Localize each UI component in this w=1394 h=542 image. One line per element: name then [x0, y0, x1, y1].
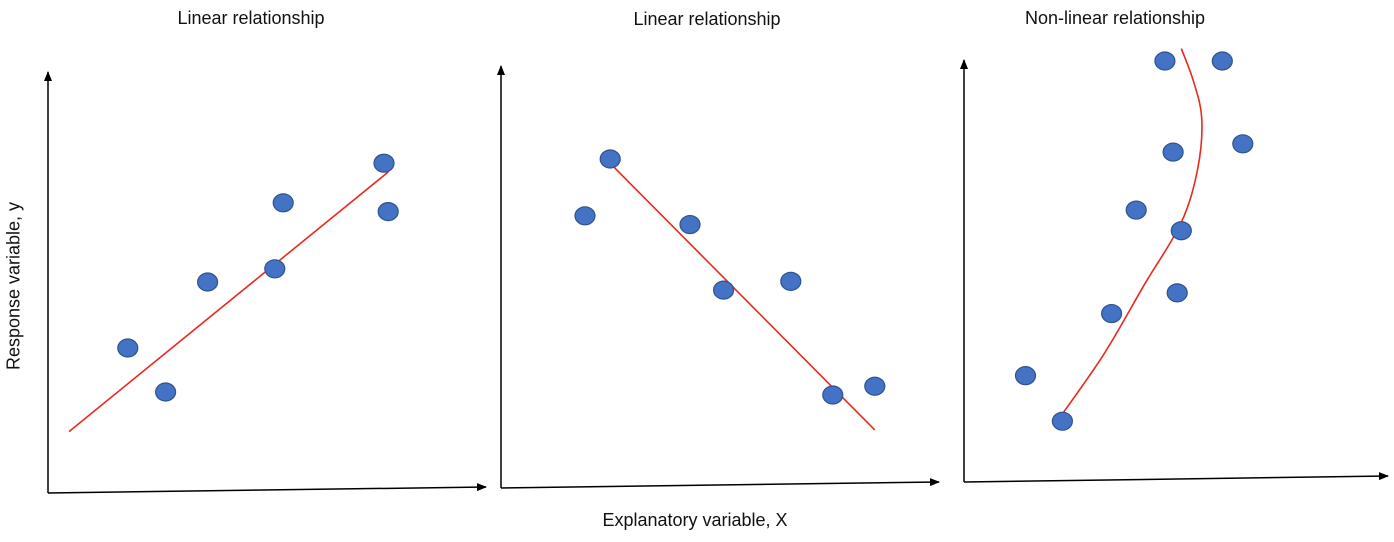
chart-2-fit-line [609, 162, 876, 431]
chart-2-data-point [679, 214, 701, 235]
chart-3-data-point [1232, 134, 1254, 154]
chart-3-data-point [1100, 303, 1123, 324]
chart-3-fit-curve [1053, 48, 1203, 426]
chart-3-data-point [1162, 142, 1184, 162]
chart-2-data-point [822, 385, 844, 405]
chart-3-data-point [1014, 366, 1037, 386]
chart-3-title: Non-linear relationship [1024, 8, 1206, 28]
chart-1-fit-line [68, 171, 389, 433]
chart-1-data-point [377, 202, 399, 222]
chart-3-x-axis [963, 472, 1389, 483]
chart-2-data-point [574, 206, 596, 226]
chart-1-title: Linear relationship [177, 8, 325, 28]
chart-2-title: Linear relationship [633, 9, 781, 29]
chart-1-data-point [155, 382, 177, 402]
chart-1-data-point [117, 338, 139, 358]
chart-2-data-point [864, 376, 886, 396]
chart-3-data-point [1154, 51, 1176, 71]
chart-2-data-point [780, 271, 802, 291]
chart-3-data-point [1211, 51, 1233, 71]
chart-1-data-point [264, 259, 286, 279]
chart-3-data-point [1170, 221, 1192, 241]
chart-3-data-point [1125, 200, 1147, 220]
chart-2-data-point [599, 149, 621, 169]
chart-1-data-point [272, 193, 294, 213]
chart-3-data-point [1051, 411, 1074, 431]
chart-2-x-axis-label: Explanatory variable, X [602, 510, 788, 530]
chart-1-x-axis [47, 483, 487, 494]
chart-3-data-point [1166, 283, 1188, 303]
chart-1-data-point [373, 153, 395, 173]
chart-2-data-point [712, 280, 735, 300]
chart-2-x-axis [500, 478, 940, 489]
chart-1-data-point [197, 272, 219, 292]
